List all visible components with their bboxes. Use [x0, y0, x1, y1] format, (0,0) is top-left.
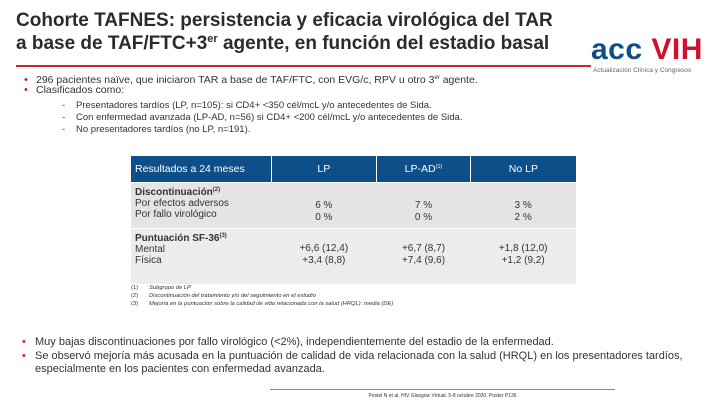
conclusion-bullet-1: • Muy bajas discontinuaciones por fallo v…	[22, 336, 712, 349]
title-line-1: Cohorte TAFNES: persistencia y eficacia …	[16, 10, 553, 31]
sf36-title: Puntuación SF-36(3)	[135, 232, 227, 244]
row-discontinuation-label: Discontinuación(2) Por efectos adversos …	[131, 181, 271, 228]
conclusion-bullet-2: • Se observó mejoría más acusada en la pu…	[22, 350, 712, 376]
dash-icon: -	[62, 124, 66, 135]
accvih-logo: acc VIH Actualización Clínica y Congreso…	[591, 34, 709, 76]
cell-lp: 6 % 0 %	[271, 181, 377, 228]
subitem-lpad-text: Con enfermedad avanzada (LP-AD, n=56) si…	[76, 112, 463, 123]
footnote-2: (2) Discontinuación del tratamiento y/o d…	[131, 293, 316, 299]
bullet-classified-text: Clasificados como:	[36, 84, 125, 96]
bullet-patients-sup: er	[434, 75, 440, 81]
bullet-dot-icon: •	[24, 74, 28, 86]
subitem-lp-text: Presentadores tardíos (LP, n=105): si CD…	[76, 100, 432, 111]
bullet-classified: • Clasificados como:	[24, 84, 124, 96]
table-header-row: Resultados a 24 meses LP LP-AD(1) No LP	[131, 156, 576, 182]
header-lpad: LP-AD(1)	[376, 156, 471, 182]
conclusion-text-1: Muy bajas discontinuaciones por fallo vi…	[35, 336, 554, 348]
bullet-dot-icon: •	[22, 336, 26, 348]
header-lp: LP	[270, 156, 377, 182]
sf36-physical: Física	[135, 254, 162, 266]
title-line-2-pre: a base de TAF/FTC+3	[16, 33, 208, 54]
cell-nolp: +1,8 (12,0) +1,2 (9,2)	[470, 227, 576, 284]
dash-icon: -	[62, 112, 66, 123]
cell-nolp: 3 % 2 %	[470, 181, 576, 228]
subitem-nolp: - No presentadores tardíos (no LP, n=191)…	[62, 124, 250, 135]
table-row: Discontinuación(2) Por efectos adversos …	[131, 181, 576, 228]
conclusion-text-2: Se observó mejoría más acusada en la pun…	[35, 350, 683, 375]
bullet-patients-pre: 296 pacientes naïve, que iniciaron TAR a…	[36, 74, 435, 86]
logo-wordmark: acc VIH	[591, 34, 703, 66]
discontinuation-virologic: Por fallo virológico	[135, 208, 217, 220]
logo-subtitle: Actualización Clínica y Congresos	[593, 67, 692, 74]
header-results: Resultados a 24 meses	[131, 156, 271, 182]
subitem-lp: - Presentadores tardíos (LP, n=105): si C…	[62, 100, 432, 111]
slide-title: Cohorte TAFNES: persistencia y eficacia …	[16, 9, 591, 55]
title-line-2: a base de TAF/FTC+3er agente, en función…	[16, 32, 591, 55]
bullet-dot-icon: •	[22, 350, 26, 362]
cell-lpad: 7 % 0 %	[376, 181, 471, 228]
results-table: Resultados a 24 meses LP LP-AD(1) No LP …	[131, 156, 576, 284]
bullet-patients: • 296 pacientes naïve, que iniciaron TAR …	[24, 72, 478, 86]
dash-icon: -	[62, 100, 66, 111]
source-citation: Postel N et al. HIV Glasgow Virtual. 5-8…	[368, 393, 517, 399]
row-sf36-label: Puntuación SF-36(3) Mental Física	[131, 227, 271, 284]
header-lpad-text: LP-AD	[404, 162, 436, 175]
cell-lpad: +6,7 (8,7) +7,4 (9,6)	[376, 227, 471, 284]
title-line-2-post: agente, en función del estadio basal	[217, 33, 550, 54]
footnote-3: (3) Mejoría en la puntuación sobre la cal…	[131, 301, 394, 307]
title-line-2-sup: er	[207, 33, 218, 45]
logo-part-a: acc	[591, 33, 643, 66]
table-row: Puntuación SF-36(3) Mental Física +6,6 (…	[131, 227, 576, 284]
header-nolp: No LP	[469, 156, 576, 182]
sf36-mental: Mental	[135, 243, 166, 255]
cell-lp: +6,6 (12,4) +3,4 (8,8)	[271, 227, 377, 284]
source-divider	[270, 389, 615, 390]
header-lpad-sup: (1)	[435, 163, 443, 170]
subitem-nolp-text: No presentadores tardíos (no LP, n=191).	[76, 124, 251, 135]
footnote-1: (1) Subgrupo de LP	[131, 285, 191, 291]
subitem-lpad: - Con enfermedad avanzada (LP-AD, n=56) s…	[62, 112, 462, 123]
bullet-patients-post: agente.	[439, 74, 478, 86]
bullet-dot-icon: •	[24, 84, 28, 96]
discontinuation-title: Discontinuación(2)	[135, 186, 221, 198]
logo-part-b: VIH	[642, 33, 703, 66]
discontinuation-adverse: Por efectos adversos	[135, 197, 229, 209]
title-divider	[16, 65, 591, 67]
